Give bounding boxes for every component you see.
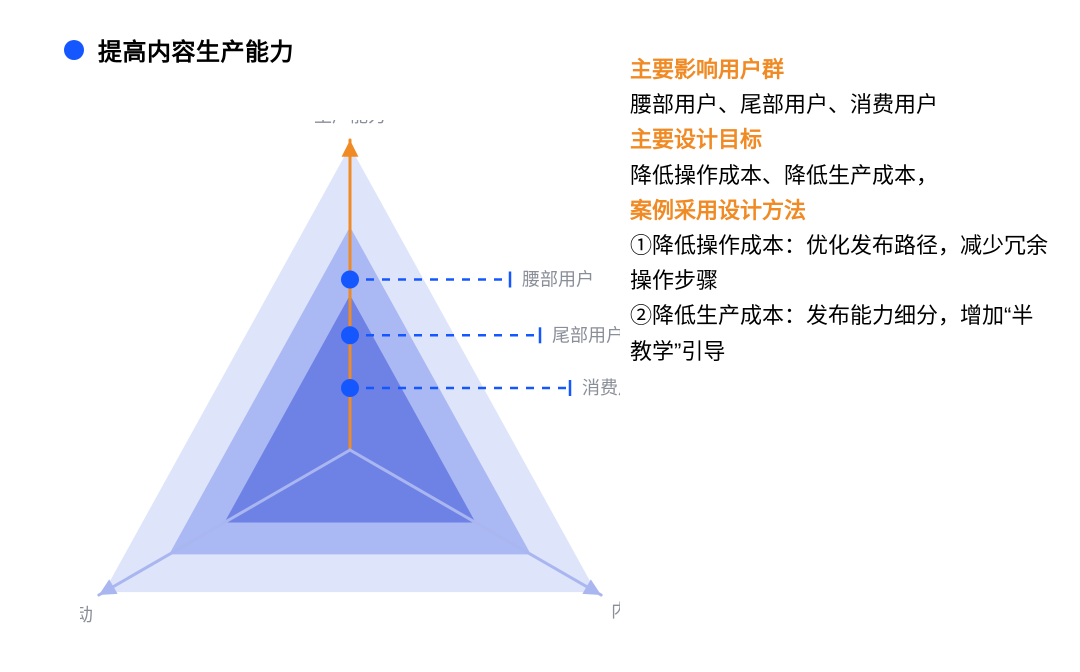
info-body-2-1: ②降低生产成本：发布能力细分，增加“半教学”引导 [630,298,1050,368]
info-column: 主要影响用户群腰部用户、尾部用户、消费用户主要设计目标降低操作成本、降低生产成本… [630,52,1050,369]
title-row: 提高内容生产能力 [64,32,294,67]
triangle-chart-svg: 生产能力内驱力 外部驱动 腰部用户尾部用户消费用户 [80,120,620,640]
info-heading-1: 主要设计目标 [630,122,1050,157]
marker-label-1: 尾部用户 [552,325,620,345]
triangle-chart: 生产能力内驱力 外部驱动 腰部用户尾部用户消费用户 [80,120,620,640]
axis-label-left: 外部驱动 [80,605,93,625]
marker-label-2: 消费用户 [582,378,620,398]
marker-dot-2 [341,379,359,397]
marker-label-0: 腰部用户 [522,270,594,290]
axis-arrow-top [342,140,359,157]
page: 提高内容生产能力 生产能力内驱力 外部驱动 腰部用户尾部用户消费用户 主要影响用户群… [0,0,1080,672]
info-heading-0: 主要影响用户群 [630,52,1050,87]
info-body-1-0: 降低操作成本、降低生产成本， [630,158,1050,193]
page-title: 提高内容生产能力 [98,32,294,67]
axis-label-right: 内驱力 [611,601,620,621]
info-body-2-0: ①降低操作成本：优化发布路径，减少冗余操作步骤 [630,228,1050,298]
marker-dot-0 [341,271,359,289]
marker-dot-1 [341,326,359,344]
title-bullet-icon [64,40,84,60]
info-body-0-0: 腰部用户、尾部用户、消费用户 [630,87,1050,122]
axis-label-top: 生产能力 [314,120,386,126]
info-heading-2: 案例采用设计方法 [630,193,1050,228]
